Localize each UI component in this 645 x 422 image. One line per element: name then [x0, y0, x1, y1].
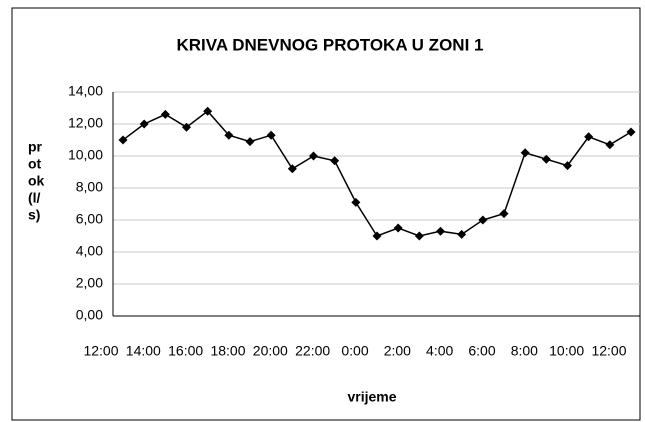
y-axis-label: pr	[28, 139, 43, 155]
data-point	[541, 154, 551, 164]
x-tick-label: 12:00	[591, 343, 626, 359]
chart-frame	[11, 7, 641, 421]
y-axis-label: s)	[28, 207, 40, 223]
x-tick-label: 4:00	[426, 343, 453, 359]
data-point	[118, 135, 128, 145]
data-point	[499, 209, 509, 219]
x-axis-label: vrijeme	[347, 389, 396, 405]
data-point	[457, 229, 467, 239]
y-tick-label: 10,00	[68, 147, 103, 163]
data-point	[372, 231, 382, 241]
x-tick-label: 2:00	[384, 343, 411, 359]
data-point	[287, 164, 297, 174]
y-tick-label: 4,00	[76, 243, 103, 259]
x-tick-label: 16:00	[168, 343, 203, 359]
y-tick-label: 0,00	[76, 307, 103, 323]
data-point	[245, 137, 255, 147]
y-tick-label: 2,00	[76, 275, 103, 291]
x-tick-label: 10:00	[549, 343, 584, 359]
x-tick-label: 6:00	[468, 343, 495, 359]
data-point	[520, 148, 530, 158]
data-point	[266, 130, 276, 140]
data-point	[330, 156, 340, 166]
y-tick-label: 12,00	[68, 115, 103, 131]
y-tick-label: 14,00	[68, 83, 103, 99]
y-axis-label: (l/	[28, 190, 41, 206]
x-tick-label: 18:00	[210, 343, 245, 359]
chart-title: KRIVA DNEVNOG PROTOKA U ZONI 1	[177, 35, 484, 54]
data-point	[203, 106, 213, 116]
y-tick-label: 6,00	[76, 211, 103, 227]
data-point	[605, 140, 615, 150]
x-tick-label: 20:00	[253, 343, 288, 359]
y-axis-label: ot	[28, 156, 42, 172]
data-point	[309, 151, 318, 161]
data-point	[393, 223, 403, 233]
data-point	[351, 197, 361, 207]
x-tick-label: 14:00	[126, 343, 161, 359]
data-point	[139, 119, 149, 129]
x-tick-label: 12:00	[83, 343, 118, 359]
data-point	[478, 215, 488, 225]
data-point	[160, 109, 170, 119]
data-point	[436, 226, 445, 236]
x-tick-label: 0:00	[341, 343, 368, 359]
x-tick-label: 8:00	[511, 343, 538, 359]
data-point	[414, 231, 424, 241]
y-axis-label: ok	[28, 173, 45, 189]
data-point	[626, 127, 636, 137]
x-tick-label: 22:00	[295, 343, 330, 359]
y-tick-label: 8,00	[76, 179, 103, 195]
data-point	[224, 130, 234, 140]
data-point	[563, 161, 572, 171]
data-point	[182, 122, 191, 132]
data-point	[584, 132, 594, 142]
